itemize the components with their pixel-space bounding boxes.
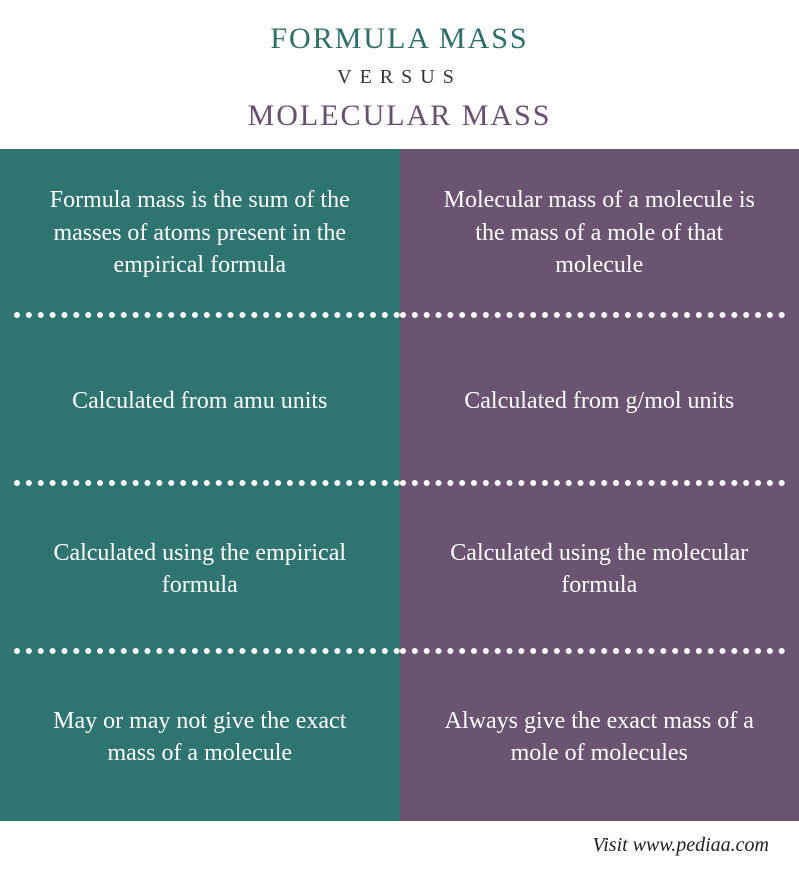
- header: FORMULA MASS VERSUS MOLECULAR MASS: [0, 0, 799, 149]
- title-left: FORMULA MASS: [0, 22, 799, 56]
- infographic-container: FORMULA MASS VERSUS MOLECULAR MASS Formu…: [0, 0, 799, 869]
- comparison-grid: Formula mass is the sum of the masses of…: [0, 149, 799, 821]
- right-column: Molecular mass of a molecule is the mass…: [400, 149, 799, 821]
- left-cell-0: Formula mass is the sum of the masses of…: [0, 149, 400, 317]
- right-cell-0: Molecular mass of a molecule is the mass…: [400, 149, 799, 317]
- title-right: MOLECULAR MASS: [0, 99, 799, 133]
- left-cell-1: Calculated from amu units: [0, 317, 400, 485]
- footer-credit: Visit www.pediaa.com: [593, 834, 769, 857]
- right-cell-2: Calculated using the molecular formula: [400, 485, 799, 653]
- left-column: Formula mass is the sum of the masses of…: [0, 149, 400, 821]
- right-cell-3: Always give the exact mass of a mole of …: [400, 653, 799, 821]
- left-cell-2: Calculated using the empirical formula: [0, 485, 400, 653]
- versus-label: VERSUS: [0, 66, 799, 89]
- right-cell-1: Calculated from g/mol units: [400, 317, 799, 485]
- left-cell-3: May or may not give the exact mass of a …: [0, 653, 400, 821]
